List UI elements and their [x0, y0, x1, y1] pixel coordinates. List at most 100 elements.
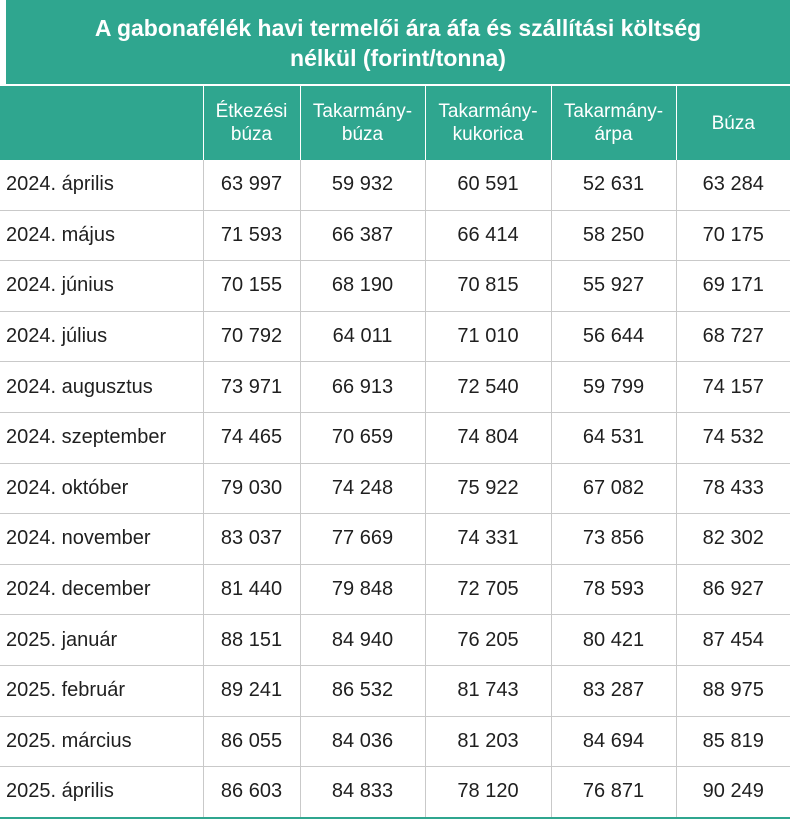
table-row: 2025. január 88 151 84 940 76 205 80 421 87 4…: [0, 614, 790, 666]
takarmany-kukorica-cell: 81 743: [424, 665, 551, 717]
header-cell-takarmany-buza: Takarmány-búza: [299, 86, 425, 160]
etkezesi-buza-cell: 81 440: [202, 564, 300, 616]
takarmany-buza-cell: 66 913: [299, 361, 425, 413]
header-label-line1: Takarmány-: [312, 101, 413, 122]
table-row: 2024. június 70 155 68 190 70 815 55 927 69 1…: [0, 260, 790, 312]
takarmany-kukorica-cell: 74 331: [424, 513, 551, 565]
period-cell: 2024. október: [0, 463, 203, 515]
header-label-line2: kukorica: [452, 124, 524, 145]
table-row: 2024. augusztus 73 971 66 913 72 540 59 799 7…: [0, 361, 790, 413]
takarmany-arpa-cell: 80 421: [550, 614, 676, 666]
etkezesi-buza-cell: 74 465: [202, 412, 300, 464]
header-cell-etkezesi-buza: Étkezési búza: [202, 86, 300, 160]
takarmany-arpa-cell: 73 856: [550, 513, 676, 565]
period-cell: 2024. április: [0, 160, 203, 211]
takarmany-buza-cell: 70 659: [299, 412, 425, 464]
takarmany-arpa-cell: 58 250: [550, 210, 676, 262]
table-row: 2024. július 70 792 64 011 71 010 56 644 68 7…: [0, 311, 790, 363]
takarmany-arpa-cell: 64 531: [550, 412, 676, 464]
header-label-line1: Takarmány-: [438, 101, 538, 122]
period-cell: 2024. augusztus: [0, 361, 203, 413]
takarmany-buza-cell: 79 848: [299, 564, 425, 616]
header-label-line2: búza: [341, 124, 384, 145]
takarmany-buza-cell: 84 940: [299, 614, 425, 666]
header-label-line2: árpa: [594, 124, 633, 145]
header-label-line1: Búza: [711, 112, 755, 134]
header-row: Étkezési búza Takarmány-búza Takarmány-ku…: [0, 86, 790, 160]
period-cell: 2024. június: [0, 260, 203, 312]
period-cell: 2024. szeptember: [0, 412, 203, 464]
table-body: 2024. április 63 997 59 932 60 591 52 631 63 …: [0, 160, 790, 819]
period-cell: 2025. január: [0, 614, 203, 666]
takarmany-kukorica-cell: 81 203: [424, 716, 551, 768]
table-row: 2025. március 86 055 84 036 81 203 84 694 85 …: [0, 716, 790, 768]
takarmany-kukorica-cell: 72 540: [424, 361, 551, 413]
takarmany-buza-cell: 86 532: [299, 665, 425, 717]
table-row: 2024. november 83 037 77 669 74 331 73 856 82…: [0, 513, 790, 565]
header-cell-takarmany-arpa: Takarmány-árpa: [550, 86, 676, 160]
etkezesi-buza-cell: 71 593: [202, 210, 300, 262]
buza-cell: 82 302: [675, 513, 790, 565]
period-cell: 2025. április: [0, 766, 203, 819]
takarmany-buza-cell: 64 011: [299, 311, 425, 363]
period-cell: 2025. február: [0, 665, 203, 717]
takarmany-buza-cell: 77 669: [299, 513, 425, 565]
header-cell-takarmany-kukorica: Takarmány-kukorica: [424, 86, 551, 160]
takarmany-buza-cell: 84 833: [299, 766, 425, 819]
etkezesi-buza-cell: 70 792: [202, 311, 300, 363]
etkezesi-buza-cell: 79 030: [202, 463, 300, 515]
takarmany-kukorica-cell: 75 922: [424, 463, 551, 515]
takarmany-buza-cell: 74 248: [299, 463, 425, 515]
table-row: 2024. május 71 593 66 387 66 414 58 250 70 17…: [0, 210, 790, 262]
buza-cell: 90 249: [675, 766, 790, 819]
header-label-line2: búza: [230, 124, 273, 145]
etkezesi-buza-cell: 89 241: [202, 665, 300, 717]
table-row: 2024. december 81 440 79 848 72 705 78 593 86…: [0, 564, 790, 616]
takarmany-buza-cell: 59 932: [299, 160, 425, 211]
takarmany-arpa-cell: 59 799: [550, 361, 676, 413]
table-row: 2025. február 89 241 86 532 81 743 83 287 88 …: [0, 665, 790, 717]
takarmany-kukorica-cell: 76 205: [424, 614, 551, 666]
buza-cell: 78 433: [675, 463, 790, 515]
etkezesi-buza-cell: 88 151: [202, 614, 300, 666]
buza-cell: 69 171: [675, 260, 790, 312]
etkezesi-buza-cell: 86 603: [202, 766, 300, 819]
buza-cell: 85 819: [675, 716, 790, 768]
takarmany-kukorica-cell: 70 815: [424, 260, 551, 312]
takarmany-kukorica-cell: 66 414: [424, 210, 551, 262]
takarmany-arpa-cell: 76 871: [550, 766, 676, 819]
buza-cell: 86 927: [675, 564, 790, 616]
period-cell: 2024. november: [0, 513, 203, 565]
price-table: Étkezési búza Takarmány-búza Takarmány-ku…: [0, 86, 790, 819]
takarmany-arpa-cell: 67 082: [550, 463, 676, 515]
takarmany-arpa-cell: 52 631: [550, 160, 676, 211]
buza-cell: 74 532: [675, 412, 790, 464]
etkezesi-buza-cell: 73 971: [202, 361, 300, 413]
takarmany-kukorica-cell: 60 591: [424, 160, 551, 211]
table-title-line2: nélkül (forint/tonna): [290, 45, 506, 71]
buza-cell: 68 727: [675, 311, 790, 363]
takarmany-arpa-cell: 78 593: [550, 564, 676, 616]
period-cell: 2024. július: [0, 311, 203, 363]
period-cell: 2025. március: [0, 716, 203, 768]
period-cell: 2024. december: [0, 564, 203, 616]
buza-cell: 70 175: [675, 210, 790, 262]
takarmany-buza-cell: 66 387: [299, 210, 425, 262]
takarmany-arpa-cell: 56 644: [550, 311, 676, 363]
header-cell-period: [0, 86, 203, 160]
header-cell-buza: Búza: [675, 86, 790, 160]
etkezesi-buza-cell: 83 037: [202, 513, 300, 565]
header-label-line1: Takarmány-: [563, 101, 664, 122]
takarmany-kukorica-cell: 78 120: [424, 766, 551, 819]
table-row: 2025. április 86 603 84 833 78 120 76 871 90 …: [0, 766, 790, 819]
takarmany-kukorica-cell: 74 804: [424, 412, 551, 464]
takarmany-arpa-cell: 55 927: [550, 260, 676, 312]
takarmany-buza-cell: 68 190: [299, 260, 425, 312]
buza-cell: 74 157: [675, 361, 790, 413]
etkezesi-buza-cell: 86 055: [202, 716, 300, 768]
takarmany-kukorica-cell: 72 705: [424, 564, 551, 616]
takarmany-arpa-cell: 83 287: [550, 665, 676, 717]
table-title-line1: A gabonafélék havi termelői ára áfa és s…: [94, 15, 702, 41]
table-title: A gabonafélék havi termelői ára áfa és s…: [6, 0, 790, 84]
takarmany-kukorica-cell: 71 010: [424, 311, 551, 363]
